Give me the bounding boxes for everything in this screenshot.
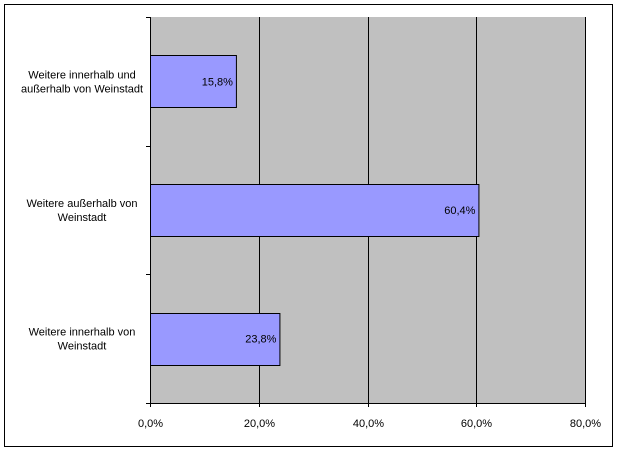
data-label: 60,4% bbox=[444, 205, 475, 217]
bar bbox=[150, 55, 237, 108]
x-tick-label: 0,0% bbox=[138, 418, 163, 430]
category-label: Weitere innerhalb von Weinstadt bbox=[29, 327, 136, 353]
labels: 15,8% Weitere innerhalb und außerhalb von … bbox=[21, 69, 601, 430]
x-tick-label: 60,0% bbox=[461, 418, 492, 430]
x-tick-label: 40,0% bbox=[353, 418, 384, 430]
x-tick-label: 80,0% bbox=[570, 418, 601, 430]
category-label: Weitere innerhalb und außerhalb von Weins… bbox=[21, 69, 143, 95]
category-label: Weitere außerhalb von Weinstadt bbox=[26, 198, 137, 224]
x-tick-label: 20,0% bbox=[244, 418, 275, 430]
bar bbox=[150, 184, 480, 237]
bars bbox=[150, 55, 480, 366]
data-label: 23,8% bbox=[245, 334, 276, 346]
data-label: 15,8% bbox=[202, 76, 233, 88]
axes bbox=[146, 17, 586, 407]
